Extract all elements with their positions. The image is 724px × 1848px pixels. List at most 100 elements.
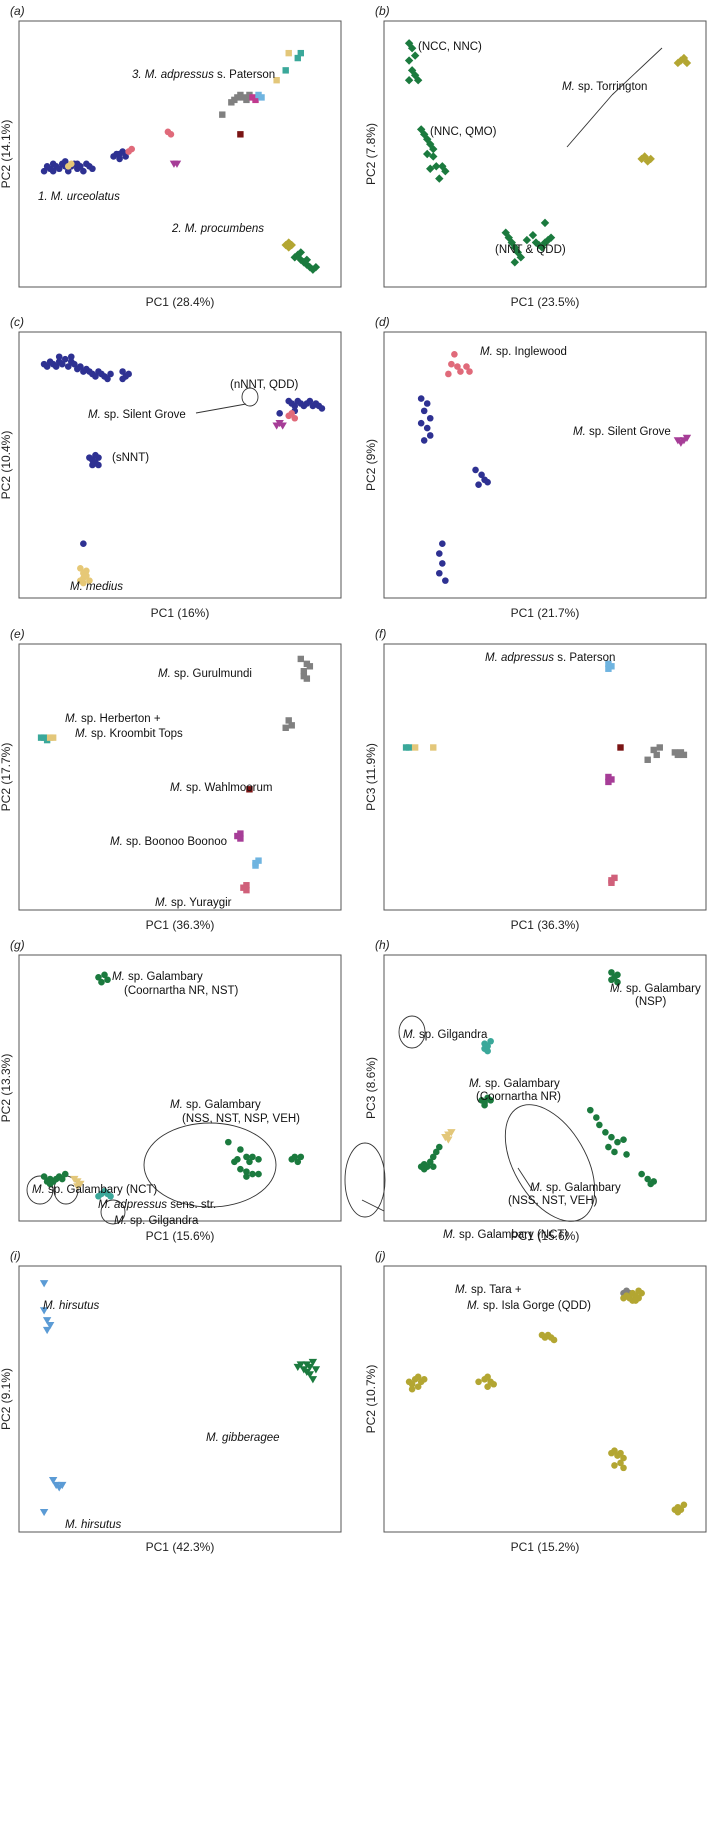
data-point bbox=[101, 971, 108, 979]
data-point bbox=[620, 1464, 627, 1472]
annotation-label: M. sp. Gilgandra bbox=[403, 1029, 488, 1041]
y-axis-label: PC2 (17.7%) bbox=[0, 743, 13, 812]
data-point bbox=[45, 1322, 55, 1330]
series-m-sp-silent-grove bbox=[272, 419, 287, 430]
data-point bbox=[273, 77, 280, 84]
data-point bbox=[414, 1383, 422, 1390]
data-point bbox=[285, 717, 292, 724]
data-point bbox=[258, 94, 265, 101]
annotation-label: (Coornartha NR, NST) bbox=[124, 985, 239, 997]
series-lightblue bbox=[252, 857, 262, 869]
series-pink bbox=[285, 410, 299, 422]
data-point bbox=[429, 152, 438, 161]
data-point bbox=[285, 49, 292, 57]
data-point bbox=[643, 157, 652, 166]
data-point bbox=[296, 248, 305, 257]
data-point bbox=[95, 974, 102, 981]
data-point bbox=[284, 238, 293, 247]
annotation-label: M. sp. Galambary (NCT) bbox=[32, 1184, 157, 1196]
data-point bbox=[478, 471, 485, 479]
series-m-urceolatus-cluster-2 bbox=[110, 148, 129, 163]
data-point bbox=[237, 830, 244, 837]
data-point bbox=[537, 243, 547, 252]
plot-frame bbox=[18, 643, 342, 911]
data-point bbox=[61, 1170, 69, 1178]
x-axis-label: PC1 (23.5%) bbox=[511, 295, 580, 309]
data-point bbox=[237, 1165, 244, 1173]
annotation-label: M. sp. Galambary (NCT) bbox=[443, 1229, 568, 1241]
data-point bbox=[58, 1175, 66, 1183]
plot-frame bbox=[383, 331, 707, 599]
annotation-label: M. sp. Boonoo Boonoo bbox=[110, 836, 227, 848]
data-point bbox=[516, 253, 526, 262]
data-point bbox=[423, 149, 432, 159]
annotation-label: M. sp. Galambary bbox=[610, 983, 701, 995]
data-point bbox=[408, 1380, 416, 1388]
panel-label: (b) bbox=[375, 4, 390, 18]
data-point bbox=[407, 44, 417, 53]
data-point bbox=[671, 749, 679, 756]
annotation-label: (NSP) bbox=[635, 996, 666, 1008]
data-point bbox=[294, 54, 301, 62]
data-point bbox=[638, 1289, 645, 1297]
data-point bbox=[679, 53, 689, 63]
data-point bbox=[426, 139, 435, 149]
data-point bbox=[296, 1361, 305, 1369]
panel-label: (a) bbox=[10, 4, 25, 18]
series-rose bbox=[608, 874, 618, 886]
data-point bbox=[426, 432, 434, 439]
data-point bbox=[282, 67, 289, 74]
data-point bbox=[243, 96, 250, 104]
data-point bbox=[487, 1097, 494, 1104]
data-point bbox=[674, 1508, 682, 1516]
data-point bbox=[417, 419, 425, 427]
data-point bbox=[58, 1481, 67, 1490]
data-point bbox=[83, 567, 90, 575]
data-point bbox=[432, 162, 441, 171]
data-point bbox=[237, 835, 244, 842]
data-point bbox=[484, 1373, 491, 1381]
group-ellipse bbox=[26, 1175, 54, 1205]
data-point bbox=[423, 424, 431, 432]
data-point bbox=[255, 1156, 262, 1163]
series-pink bbox=[445, 351, 473, 378]
group-ellipse bbox=[241, 387, 259, 407]
data-point bbox=[228, 99, 235, 106]
data-point bbox=[602, 1128, 609, 1136]
data-point bbox=[617, 1459, 624, 1467]
data-point bbox=[442, 577, 449, 584]
data-point bbox=[104, 375, 111, 383]
data-point bbox=[116, 155, 123, 163]
series-tan bbox=[70, 1175, 85, 1191]
series-m-adpressus-grey bbox=[219, 91, 253, 118]
data-point bbox=[638, 1170, 645, 1178]
data-point bbox=[426, 414, 434, 422]
panel-label: (h) bbox=[375, 938, 390, 952]
annotation-label: (NNT & QDD) bbox=[495, 244, 566, 256]
series-m-procumbens-green bbox=[290, 248, 321, 274]
annotation-label: M. sp. Silent Grove bbox=[88, 409, 186, 421]
x-axis-label: PC1 (15.6%) bbox=[146, 1229, 215, 1243]
data-point bbox=[39, 1508, 49, 1517]
data-point bbox=[119, 368, 126, 375]
data-point bbox=[67, 353, 75, 361]
data-point bbox=[550, 1336, 558, 1344]
data-point bbox=[246, 786, 253, 793]
data-point bbox=[676, 56, 686, 65]
panel-a: (a) PC1 (28.4%) PC2 (14.1%) 1. M. urceolatu… bbox=[0, 4, 342, 309]
data-point bbox=[457, 368, 464, 375]
series-tan bbox=[46, 734, 57, 741]
panel-c: (c) PC1 (16%) PC2 (10.4%) (nNNT, QDD) M. sp.… bbox=[0, 315, 342, 620]
series-lightblue bbox=[255, 91, 265, 101]
data-point bbox=[611, 874, 618, 882]
data-point bbox=[605, 660, 612, 668]
series-teal bbox=[402, 744, 413, 751]
panel-e: (e) PC1 (36.3%) PC2 (17.7%) M. sp. Gurulmun… bbox=[0, 627, 342, 932]
data-point bbox=[522, 235, 532, 245]
panel-label: (d) bbox=[375, 315, 390, 329]
data-point bbox=[237, 1146, 244, 1153]
data-point bbox=[311, 1366, 321, 1374]
annotation-label: M. medius bbox=[70, 581, 123, 593]
data-point bbox=[83, 572, 90, 579]
